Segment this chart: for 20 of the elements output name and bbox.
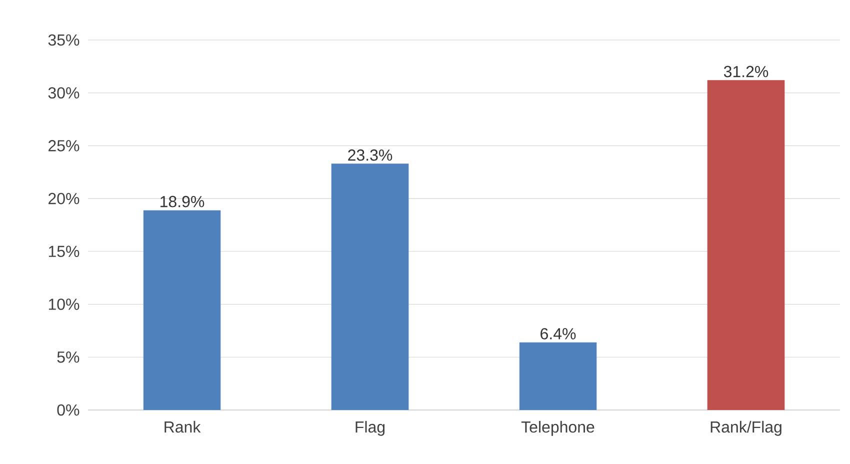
x-tick-label: Rank/Flag	[710, 420, 782, 436]
y-tick-label: 10%	[48, 298, 80, 310]
bar	[707, 80, 785, 410]
data-label: 6.4%	[540, 328, 576, 340]
y-tick-label: 20%	[48, 192, 80, 204]
y-tick-label: 15%	[48, 246, 80, 258]
y-tick-label: 25%	[48, 140, 80, 152]
bar	[519, 342, 597, 410]
data-label: 18.9%	[160, 196, 204, 208]
y-tick-label: 0%	[57, 404, 80, 416]
x-tick-label: Telephone	[521, 420, 594, 436]
x-tick-label: Flag	[356, 420, 385, 436]
y-tick-label: 5%	[57, 352, 80, 363]
bar	[331, 164, 409, 410]
x-tick-label: Rank	[164, 420, 201, 433]
y-tick-label: 30%	[48, 87, 80, 99]
data-label: 31.2%	[724, 66, 768, 78]
bar	[143, 210, 221, 410]
y-tick-label: 35%	[48, 34, 80, 46]
data-label: 23.3%	[348, 149, 392, 161]
